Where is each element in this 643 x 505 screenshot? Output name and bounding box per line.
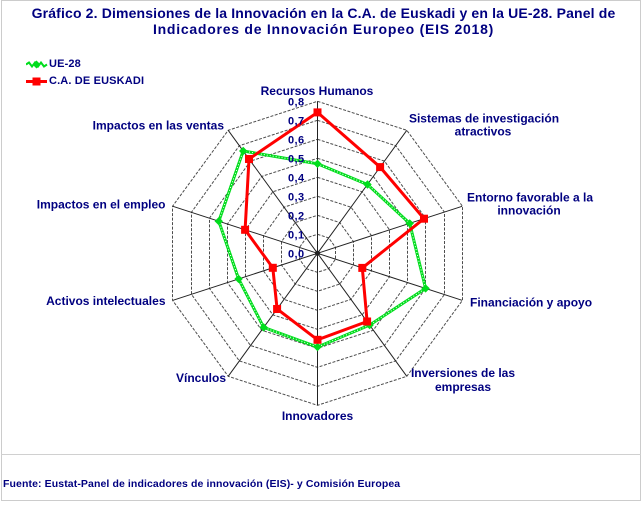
svg-text:0,5: 0,5: [288, 153, 305, 165]
svg-text:empresas: empresas: [435, 380, 491, 394]
svg-text:Entorno favorable a la: Entorno favorable a la: [467, 191, 593, 205]
svg-text:Impactos en las ventas: Impactos en las ventas: [93, 119, 225, 133]
svg-text:0,1: 0,1: [288, 229, 305, 241]
svg-text:atractivos: atractivos: [455, 125, 512, 139]
svg-text:0,8: 0,8: [288, 96, 305, 108]
svg-text:Recursos Humanos: Recursos Humanos: [261, 84, 374, 98]
svg-text:Inversiones de las: Inversiones de las: [411, 366, 515, 380]
svg-text:innovación: innovación: [497, 204, 560, 218]
svg-text:Impactos en el empleo: Impactos en el empleo: [37, 198, 166, 212]
svg-text:Innovadores: Innovadores: [282, 409, 354, 423]
svg-text:Vínculos: Vínculos: [176, 371, 226, 385]
svg-text:Activos intelectuales: Activos intelectuales: [46, 294, 166, 308]
svg-text:Financiación y apoyo: Financiación y apoyo: [470, 296, 592, 310]
svg-text:Sistemas de investigación: Sistemas de investigación: [409, 112, 559, 126]
svg-text:0,3: 0,3: [288, 191, 305, 203]
svg-text:0,4: 0,4: [288, 172, 305, 184]
svg-text:0,0: 0,0: [288, 248, 305, 260]
svg-text:0,6: 0,6: [288, 134, 305, 146]
svg-text:0,7: 0,7: [288, 115, 305, 127]
svg-text:0,2: 0,2: [288, 210, 305, 222]
